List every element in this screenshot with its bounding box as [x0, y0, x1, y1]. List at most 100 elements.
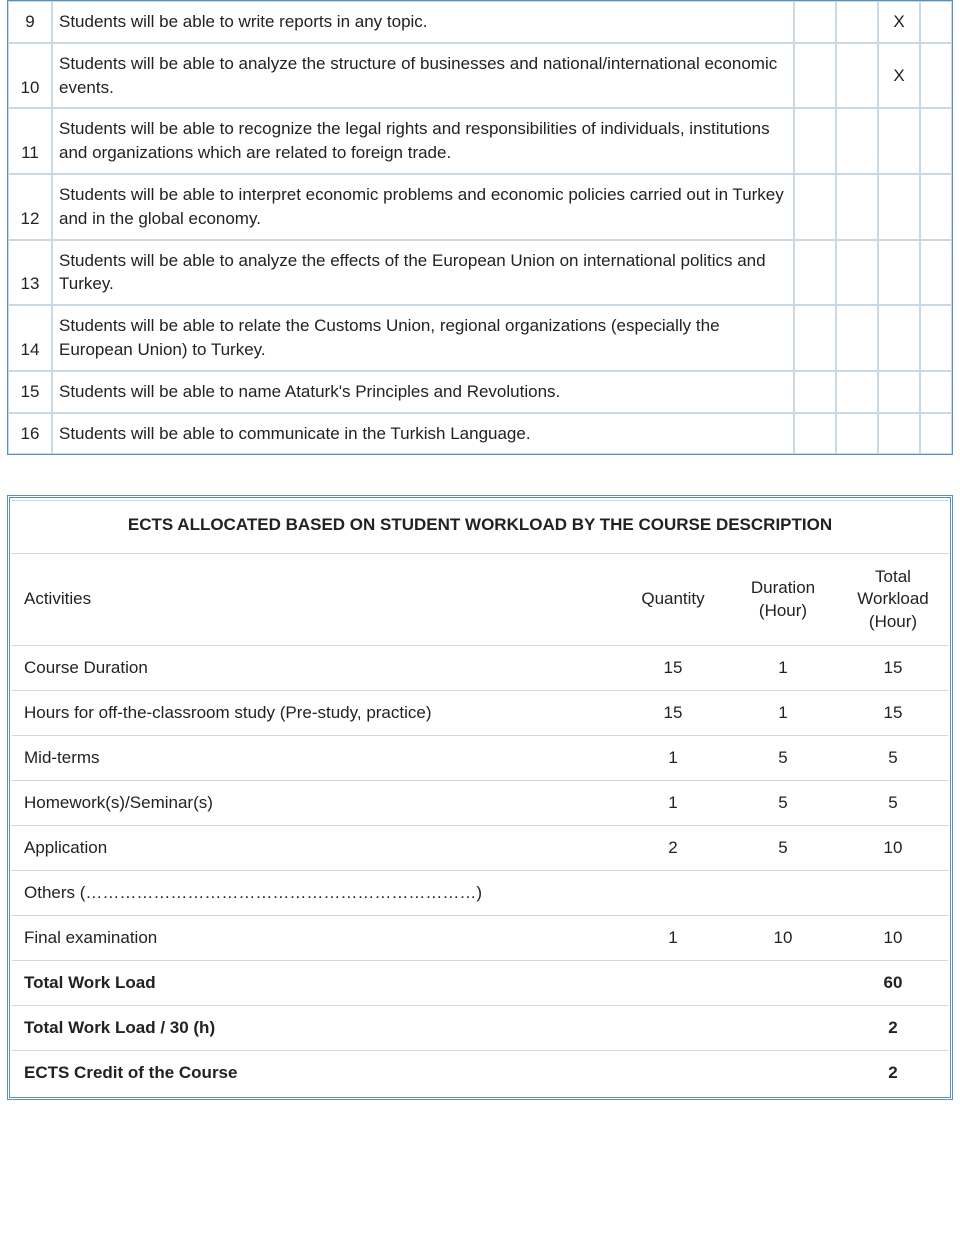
- outcome-mark: [794, 174, 836, 240]
- table-row: Application2510: [12, 825, 948, 870]
- ects-activity: Course Duration: [12, 645, 618, 690]
- outcome-mark: [920, 43, 952, 109]
- ects-activity: Total Work Load: [12, 960, 618, 1005]
- outcome-mark: [920, 413, 952, 455]
- outcome-mark: [794, 240, 836, 306]
- outcome-mark: [836, 1, 878, 43]
- outcome-text: Students will be able to name Ataturk's …: [52, 371, 794, 413]
- table-row: Mid-terms155: [12, 735, 948, 780]
- table-row: 13Students will be able to analyze the e…: [8, 240, 952, 306]
- ects-quantity: [618, 960, 728, 1005]
- outcome-text: Students will be able to recognize the l…: [52, 108, 794, 174]
- ects-total: 10: [838, 825, 948, 870]
- table-row: 12Students will be able to interpret eco…: [8, 174, 952, 240]
- ects-duration: [728, 1050, 838, 1095]
- ects-quantity: 1: [618, 735, 728, 780]
- outcome-number: 9: [8, 1, 52, 43]
- ects-duration: 1: [728, 690, 838, 735]
- outcome-mark: [836, 413, 878, 455]
- table-row: 14Students will be able to relate the Cu…: [8, 305, 952, 371]
- ects-activity: Mid-terms: [12, 735, 618, 780]
- outcome-mark: [878, 240, 920, 306]
- ects-table: ECTS ALLOCATED BASED ON STUDENT WORKLOAD…: [12, 500, 948, 1094]
- ects-quantity: 1: [618, 915, 728, 960]
- ects-duration: [728, 870, 838, 915]
- ects-activity: Hours for off-the-classroom study (Pre-s…: [12, 690, 618, 735]
- ects-activity: ECTS Credit of the Course: [12, 1050, 618, 1095]
- ects-total: 5: [838, 780, 948, 825]
- outcome-text: Students will be able to analyze the eff…: [52, 240, 794, 306]
- ects-activity: Others (……………………………………………………………): [12, 870, 618, 915]
- outcome-mark: X: [878, 43, 920, 109]
- outcome-number: 12: [8, 174, 52, 240]
- outcome-mark: [794, 43, 836, 109]
- outcome-number: 10: [8, 43, 52, 109]
- ects-col-duration: Duration (Hour): [728, 554, 838, 645]
- ects-total: 60: [838, 960, 948, 1005]
- outcome-mark: [836, 174, 878, 240]
- table-row: Homework(s)/Seminar(s)155: [12, 780, 948, 825]
- ects-duration: 5: [728, 735, 838, 780]
- ects-col-total: Total Workload (Hour): [838, 554, 948, 645]
- outcome-number: 11: [8, 108, 52, 174]
- outcome-mark: [878, 174, 920, 240]
- outcome-mark: [836, 305, 878, 371]
- ects-duration: 1: [728, 645, 838, 690]
- outcome-number: 13: [8, 240, 52, 306]
- table-row: ECTS Credit of the Course 2: [12, 1050, 948, 1095]
- ects-container: ECTS ALLOCATED BASED ON STUDENT WORKLOAD…: [7, 495, 953, 1099]
- ects-total: 5: [838, 735, 948, 780]
- ects-title: ECTS ALLOCATED BASED ON STUDENT WORKLOAD…: [12, 501, 948, 554]
- ects-duration: 10: [728, 915, 838, 960]
- outcome-mark: [878, 413, 920, 455]
- outcome-mark: [920, 371, 952, 413]
- ects-total: 10: [838, 915, 948, 960]
- outcome-mark: [920, 1, 952, 43]
- outcome-mark: [920, 240, 952, 306]
- ects-total: 2: [838, 1050, 948, 1095]
- outcome-mark: [794, 413, 836, 455]
- ects-activity: Total Work Load / 30 (h): [12, 1005, 618, 1050]
- ects-total: 15: [838, 645, 948, 690]
- outcome-mark: [836, 108, 878, 174]
- outcome-mark: [836, 240, 878, 306]
- outcome-number: 16: [8, 413, 52, 455]
- ects-activity: Final examination: [12, 915, 618, 960]
- table-row: Final examination11010: [12, 915, 948, 960]
- table-row: 9Students will be able to write reports …: [8, 1, 952, 43]
- outcome-mark: [836, 371, 878, 413]
- ects-activity: Homework(s)/Seminar(s): [12, 780, 618, 825]
- outcome-mark: [920, 305, 952, 371]
- outcome-text: Students will be able to communicate in …: [52, 413, 794, 455]
- ects-duration: 5: [728, 825, 838, 870]
- ects-quantity: 15: [618, 690, 728, 735]
- outcome-text: Students will be able to relate the Cust…: [52, 305, 794, 371]
- ects-quantity: [618, 870, 728, 915]
- outcome-text: Students will be able to interpret econo…: [52, 174, 794, 240]
- outcome-mark: X: [878, 1, 920, 43]
- table-row: 10Students will be able to analyze the s…: [8, 43, 952, 109]
- ects-quantity: [618, 1050, 728, 1095]
- ects-quantity: [618, 1005, 728, 1050]
- outcome-mark: [794, 108, 836, 174]
- table-row: Others (……………………………………………………………): [12, 870, 948, 915]
- table-row: Total Work Load 60: [12, 960, 948, 1005]
- ects-total: 2: [838, 1005, 948, 1050]
- ects-activity: Application: [12, 825, 618, 870]
- ects-total: 15: [838, 690, 948, 735]
- outcome-mark: [878, 371, 920, 413]
- ects-total: [838, 870, 948, 915]
- table-row: Course Duration15115: [12, 645, 948, 690]
- table-row: Total Work Load / 30 (h) 2: [12, 1005, 948, 1050]
- ects-col-activities: Activities: [12, 554, 618, 645]
- outcome-mark: [794, 1, 836, 43]
- outcome-number: 15: [8, 371, 52, 413]
- outcome-number: 14: [8, 305, 52, 371]
- ects-quantity: 2: [618, 825, 728, 870]
- table-row: 16Students will be able to communicate i…: [8, 413, 952, 455]
- outcome-mark: [878, 108, 920, 174]
- table-row: 11Students will be able to recognize the…: [8, 108, 952, 174]
- ects-quantity: 1: [618, 780, 728, 825]
- outcome-mark: [878, 305, 920, 371]
- table-row: 15Students will be able to name Ataturk'…: [8, 371, 952, 413]
